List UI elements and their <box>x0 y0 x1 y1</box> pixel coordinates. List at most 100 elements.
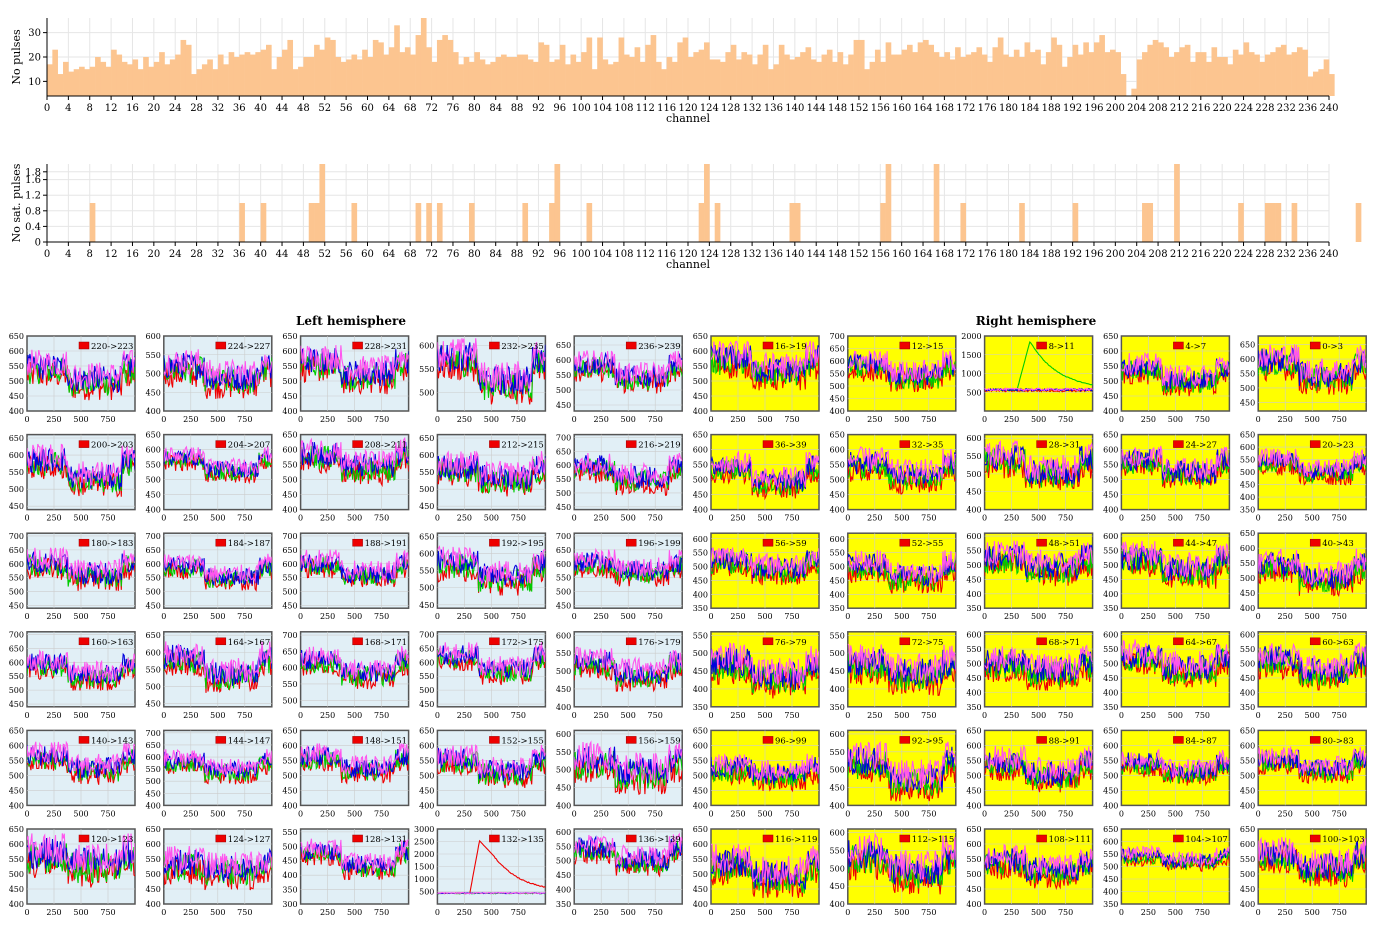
panel-y-tick-label: 600 <box>693 535 708 544</box>
waveform-line <box>300 838 409 871</box>
panel-y-tick-label: 600 <box>146 560 161 569</box>
channel-panel: 450 500 550 600 650 700 0 250 500 750 188->191 <box>282 532 410 621</box>
waveform-group <box>300 838 409 881</box>
panel-channel-label: 180->183 <box>91 539 133 549</box>
panel-y-tick-label: 350 <box>830 604 845 613</box>
waveform-group <box>300 645 409 690</box>
panel-channel-label: 140->143 <box>91 736 133 746</box>
panel-y-tick-label: 550 <box>282 461 297 470</box>
panel-x-tick-label: 250 <box>1004 415 1019 424</box>
panel-x-tick-label: 0 <box>298 514 303 523</box>
panel-x-tick-label: 500 <box>73 415 88 424</box>
panel-y-tick-label: 450 <box>146 885 161 894</box>
channel-panel: 450 500 550 600 650 700 0 250 500 750 172->175 <box>419 631 547 720</box>
histogram-bar <box>1019 203 1025 242</box>
histogram-bar <box>1136 59 1143 96</box>
x-tick-label: 80 <box>468 249 481 260</box>
legend-swatch <box>215 736 227 744</box>
panel-channel-label: 192->195 <box>501 539 543 549</box>
panel-channel-label: 228->231 <box>365 342 407 352</box>
panel-x-tick-label: 250 <box>594 908 609 917</box>
waveform-group <box>1258 642 1367 691</box>
panel-x-tick-label: 250 <box>457 908 472 917</box>
legend-swatch <box>78 637 90 646</box>
histogram-bar <box>725 52 732 96</box>
histogram-bar <box>458 64 464 96</box>
panel-x-tick-label: 0 <box>572 809 577 818</box>
panel-x-tick-label: 0 <box>435 908 440 917</box>
panel-x-tick-label: 500 <box>1168 711 1183 720</box>
histogram-bar <box>1142 203 1148 242</box>
panel-y-tick-label: 600 <box>9 451 24 460</box>
x-tick-label: 104 <box>593 249 612 260</box>
waveform-line <box>574 740 683 781</box>
panel-y-tick-label: 400 <box>1103 688 1118 697</box>
histogram-bar <box>597 37 603 96</box>
panel-y-tick-label: 650 <box>282 546 297 555</box>
waveform-line <box>163 349 272 386</box>
histogram-bar <box>778 44 785 96</box>
panel-y-tick-label: 400 <box>146 900 161 909</box>
panel-y-tick-label: 550 <box>419 468 434 477</box>
panel-x-tick-label: 750 <box>511 908 526 917</box>
panel-x-tick-label: 0 <box>982 612 987 621</box>
legend-swatch <box>489 538 500 547</box>
panel-y-tick-label: 400 <box>146 801 161 810</box>
channel-panel: 400 450 500 550 600 650 0 250 500 750 4->7 <box>1103 332 1231 424</box>
histogram-bar <box>987 61 993 96</box>
histogram-bar <box>1200 52 1207 96</box>
histogram-bar <box>826 49 833 96</box>
panel-y-tick-label: 450 <box>1240 589 1255 598</box>
panel-y-tick-label: 650 <box>966 726 981 735</box>
legend-swatch <box>215 834 227 843</box>
panel-x-tick-label: 750 <box>100 415 115 424</box>
histogram-bar <box>997 37 1004 96</box>
panel-x-tick-label: 0 <box>298 711 303 720</box>
panel-x-tick-label: 0 <box>982 908 987 917</box>
histogram-bar <box>1029 52 1036 96</box>
panel-x-tick-label: 0 <box>845 514 850 523</box>
panel-x-tick-label: 250 <box>730 809 745 818</box>
waveform-line <box>1258 749 1367 780</box>
panel-x-tick-label: 500 <box>73 514 88 523</box>
panel-y-tick-label: 450 <box>830 491 845 500</box>
histogram-bar <box>757 54 764 96</box>
panel-x-tick-label: 0 <box>708 809 713 818</box>
panel-channel-label: 32->35 <box>912 441 944 451</box>
histogram-bar <box>607 64 614 96</box>
panel-y-tick-label: 350 <box>966 703 981 712</box>
legend-swatch <box>78 834 90 843</box>
legend-swatch <box>1036 538 1047 547</box>
x-tick-label: 196 <box>1084 249 1103 260</box>
x-tick-label: 28 <box>190 249 203 260</box>
panel-y-tick-label: 600 <box>9 840 24 849</box>
waveform-line <box>847 560 956 594</box>
panel-channel-label: 100->103 <box>1322 835 1364 845</box>
panel-y-tick-label: 550 <box>1240 559 1255 568</box>
panel-x-tick-label: 250 <box>867 612 882 621</box>
legend-swatch <box>899 538 911 547</box>
x-tick-label: 0 <box>44 249 50 260</box>
panel-y-tick-label: 400 <box>9 407 24 416</box>
histogram-bar <box>511 57 518 96</box>
x-tick-label: 112 <box>636 103 655 114</box>
panel-x-tick-label: 750 <box>1332 415 1347 424</box>
legend-swatch <box>1036 637 1047 646</box>
panel-y-tick-label: 400 <box>966 590 981 599</box>
histogram-bar <box>1109 49 1116 96</box>
panel-x-tick-label: 0 <box>708 415 713 424</box>
waveform-line <box>1121 844 1230 867</box>
panel-y-tick-label: 450 <box>9 601 24 610</box>
panel-x-tick-label: 750 <box>100 612 115 621</box>
histogram-bar <box>1115 52 1121 96</box>
x-tick-label: 12 <box>105 249 118 260</box>
panel-y-tick-label: 450 <box>9 786 24 795</box>
waveform-line <box>163 445 272 477</box>
panel-x-tick-label: 250 <box>594 711 609 720</box>
histogram-bar <box>960 203 967 242</box>
panel-x-tick-label: 500 <box>210 711 225 720</box>
histogram-bar <box>169 59 176 96</box>
legend-swatch <box>625 440 637 448</box>
histogram-bar <box>741 52 748 96</box>
histogram-bar <box>666 57 673 96</box>
